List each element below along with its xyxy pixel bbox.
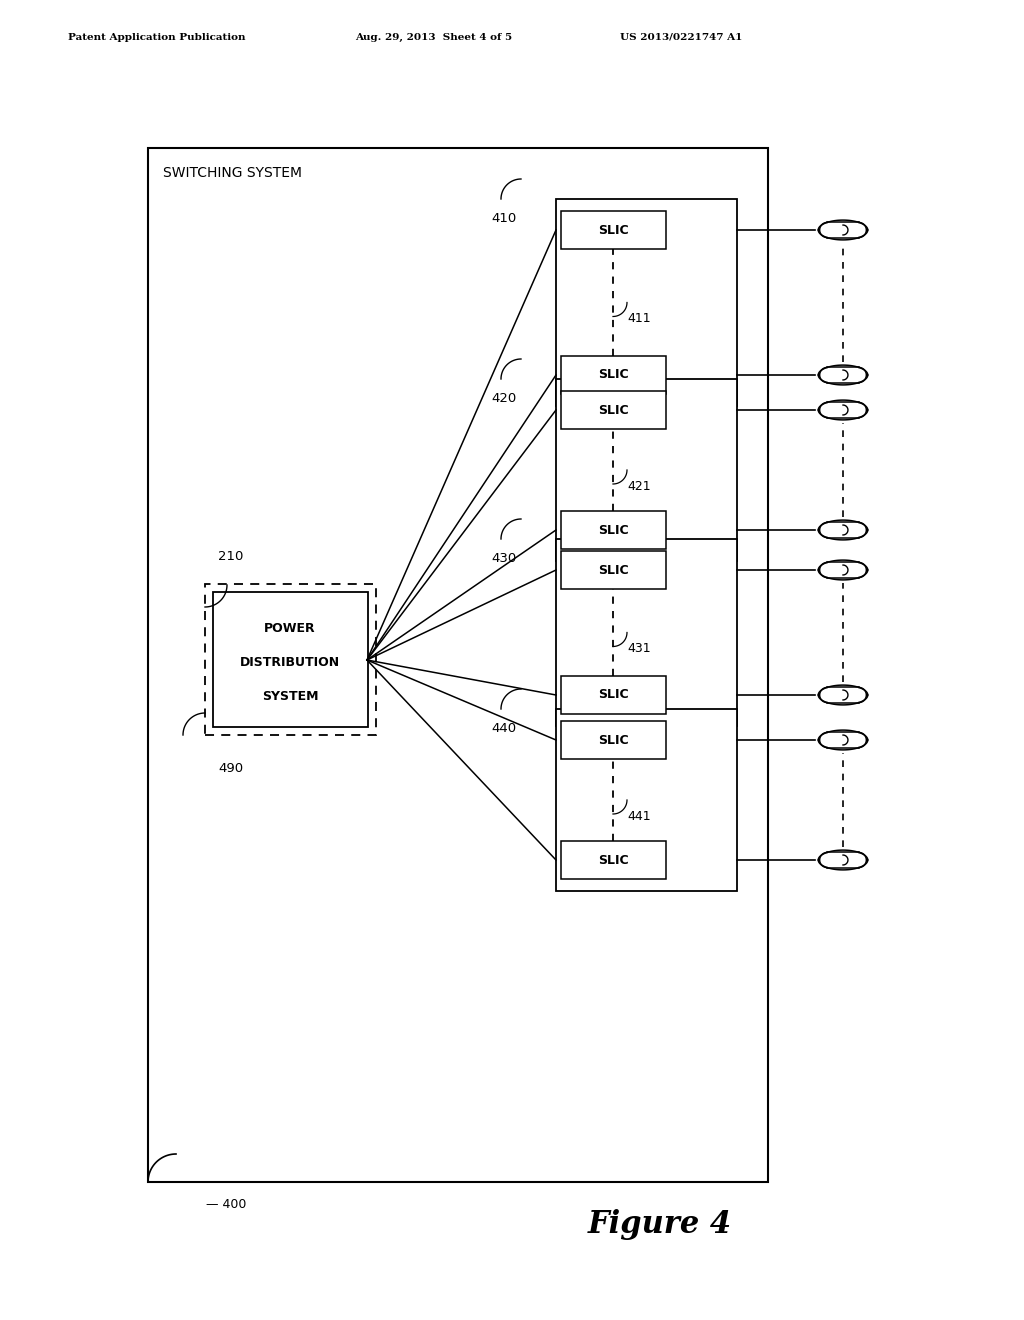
Bar [561,550,666,589]
Text: — 400: — 400 [206,1197,247,1210]
Text: 440: 440 [490,722,516,734]
Bar [556,709,737,891]
Text: DISTRIBUTION: DISTRIBUTION [240,656,340,668]
Text: 441: 441 [627,810,650,822]
Text: SLIC: SLIC [598,524,629,536]
Text: SLIC: SLIC [598,564,629,577]
Bar [561,211,666,249]
Text: 410: 410 [490,211,516,224]
Bar [561,841,666,879]
Bar [561,676,666,714]
Bar [561,511,666,549]
Bar [205,583,376,735]
Bar [148,148,768,1181]
Text: SLIC: SLIC [598,223,629,236]
Text: 430: 430 [490,552,516,565]
Text: SLIC: SLIC [598,854,629,866]
Text: 421: 421 [627,480,650,492]
Bar [556,379,737,561]
Text: SLIC: SLIC [598,404,629,417]
Text: SLIC: SLIC [598,689,629,701]
Text: SYSTEM: SYSTEM [262,689,318,702]
Text: Figure 4: Figure 4 [588,1209,732,1241]
Text: Aug. 29, 2013  Sheet 4 of 5: Aug. 29, 2013 Sheet 4 of 5 [355,33,512,41]
Text: POWER: POWER [264,622,315,635]
Bar [556,199,737,407]
Text: Patent Application Publication: Patent Application Publication [68,33,246,41]
Text: 490: 490 [218,762,243,775]
Bar [561,356,666,393]
Text: SLIC: SLIC [598,368,629,381]
Text: SWITCHING SYSTEM: SWITCHING SYSTEM [163,166,302,180]
Bar [556,539,737,726]
Text: SLIC: SLIC [598,734,629,747]
Text: 420: 420 [490,392,516,404]
Text: 411: 411 [627,313,650,326]
Bar [213,591,368,727]
Text: 210: 210 [218,550,244,564]
Bar [561,391,666,429]
Text: 431: 431 [627,643,650,656]
Text: US 2013/0221747 A1: US 2013/0221747 A1 [620,33,742,41]
Bar [561,721,666,759]
